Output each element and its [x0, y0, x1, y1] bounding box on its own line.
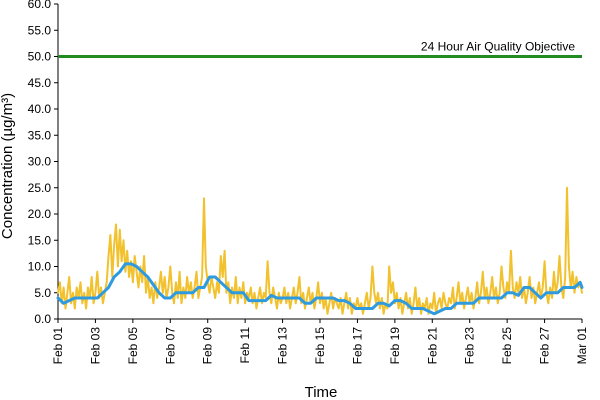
x-tick-label: Feb 15	[313, 327, 327, 365]
y-tick-label: 35.0	[28, 128, 52, 142]
y-tick-label: 5.0	[34, 286, 51, 300]
x-tick-label: Feb 07	[163, 327, 177, 365]
x-tick-label: Feb 17	[350, 327, 364, 365]
y-tick-label: 60.0	[28, 0, 52, 11]
x-tick-label: Feb 13	[276, 327, 290, 365]
y-tick-label: 45.0	[28, 76, 52, 90]
plot-area: 0.0 5.0 10.0 15.0 20.0 25.0 30.0 35.0 40.0 45.0 50…	[28, 0, 589, 364]
y-tick-label: 55.0	[28, 23, 52, 37]
x-tick-label: Feb 23	[463, 327, 477, 365]
series-line-1	[57, 186, 583, 315]
y-tick-label: 20.0	[28, 207, 52, 221]
x-tick-label: Feb 21	[425, 327, 439, 365]
x-tick-label: Feb 25	[500, 327, 514, 365]
objective-label: 24 Hour Air Quality Objective	[421, 40, 575, 54]
y-tick-label: 50.0	[28, 50, 52, 64]
y-axis-title: Concentration (µg/m³)	[0, 93, 16, 239]
x-tick-label: Feb 19	[388, 327, 402, 365]
x-tick-label: Feb 27	[538, 327, 552, 365]
y-tick-label: 40.0	[28, 102, 52, 116]
y-tick-label: 30.0	[28, 155, 52, 169]
x-tick-label: Feb 11	[238, 327, 252, 364]
y-tick-label: 10.0	[28, 260, 52, 274]
y-tick-label: 25.0	[28, 181, 52, 195]
x-tick-label: Mar 01	[575, 327, 589, 365]
x-tick-label: Feb 09	[201, 327, 215, 365]
x-tick-label: Feb 03	[88, 327, 102, 365]
x-axis-title: Time	[305, 384, 338, 400]
x-tick-label: Feb 05	[126, 327, 140, 365]
series-line-2	[56, 262, 584, 316]
y-tick-label: 15.0	[28, 233, 52, 247]
y-tick-label: 0.0	[34, 312, 51, 326]
x-tick-label: Feb 01	[51, 327, 65, 365]
